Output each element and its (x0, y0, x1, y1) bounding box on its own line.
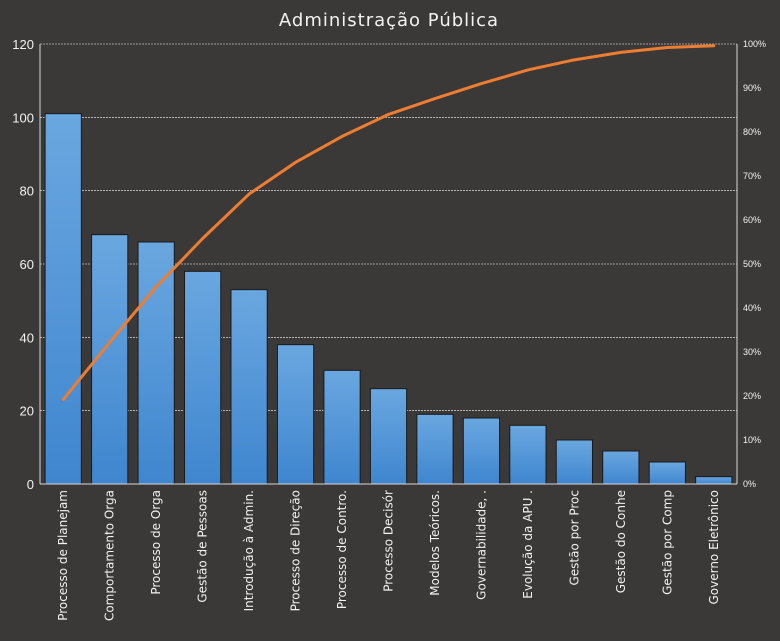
x-tick-label: Modelos Teóricos. (428, 490, 442, 596)
bar (462, 417, 501, 485)
bar (44, 113, 82, 485)
bar (230, 289, 268, 485)
cumulative-line (61, 44, 716, 402)
x-tick-label: Comportamento Orga (103, 490, 117, 621)
y2-tick-label: 50% (743, 259, 761, 269)
bar (648, 461, 686, 485)
y2-tick-label: 30% (743, 347, 761, 357)
x-tick-label: Gestão de Pessoas (196, 490, 210, 603)
x-tick-label: Processo de Planejam (56, 490, 70, 621)
x-tick-label: Governabilidade, . (474, 490, 488, 600)
bar-series (44, 113, 733, 485)
bar (509, 424, 547, 485)
y2-tick-label: 100% (743, 39, 766, 49)
y2-tick-label: 90% (743, 83, 761, 93)
bar (323, 369, 361, 485)
bar (184, 270, 222, 485)
y-tick-label: 60 (20, 257, 34, 272)
x-tick-label: Gestão por Proc (567, 490, 581, 586)
x-tick-label: Gestão por Comp (660, 490, 674, 595)
y2-tick-label: 20% (743, 391, 761, 401)
bar (602, 450, 640, 485)
y2-tick-label: 70% (743, 171, 761, 181)
bar (369, 388, 408, 485)
y-axis-right: 0% 10% 20% 30% 40% 50% 60% 70% 80% 90% 100% (736, 39, 766, 489)
y-tick-label: 20 (20, 404, 34, 419)
y2-tick-label: 10% (743, 435, 761, 445)
x-axis: Processo de Planejam Comportamento Orga Pr… (40, 483, 737, 621)
x-tick-label: Governo Eletrônico (707, 490, 721, 605)
y2-tick-label: 80% (743, 127, 761, 137)
y-tick-label: 120 (12, 37, 34, 52)
y-tick-label: 100 (12, 110, 34, 125)
x-tick-label: Gestão do Conhe (614, 490, 628, 593)
gridlines (40, 43, 737, 411)
cumulative-line-series (61, 44, 716, 402)
bar (416, 413, 454, 485)
y-tick-label: 0 (27, 477, 34, 492)
bar (276, 344, 315, 485)
y2-tick-label: 60% (743, 215, 761, 225)
x-tick-label: Processo de Orga (149, 490, 163, 595)
x-tick-label: Evolução da APU . (521, 490, 535, 599)
x-tick-label: Processo Decisór (382, 490, 396, 592)
x-tick-label: Processo de Direção (289, 490, 303, 611)
y2-tick-label: 0% (743, 479, 756, 489)
bar (555, 439, 593, 485)
y-axis-left: 0 20 40 60 80 100 120 (12, 37, 41, 492)
chart-title: Administração Pública (279, 10, 499, 31)
x-tick-label: Introdução à Admin. (242, 490, 256, 611)
bar (695, 476, 733, 485)
y-tick-label: 40 (20, 330, 34, 345)
y2-tick-label: 40% (743, 303, 761, 313)
x-tick-label: Processo de Contro. (335, 490, 349, 609)
y-tick-label: 80 (20, 184, 34, 199)
bar (137, 241, 175, 485)
